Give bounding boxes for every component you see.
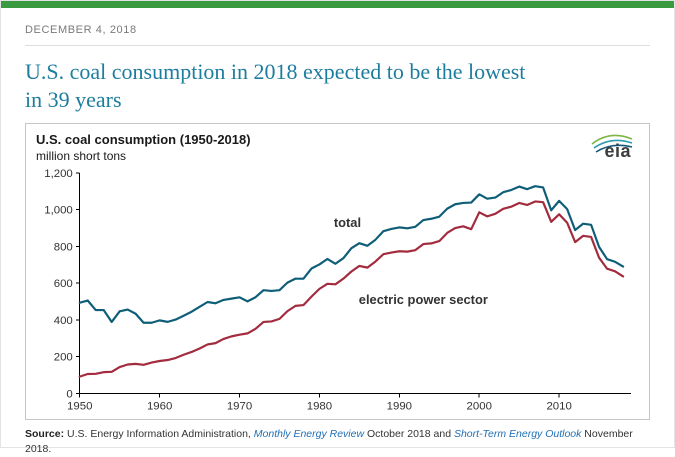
source-text-1: U.S. Energy Information Administration, — [64, 428, 254, 441]
chart-card: U.S. coal consumption (1950-2018) millio… — [25, 123, 650, 421]
total-line — [78, 185, 625, 324]
top-green-bar — [1, 1, 674, 8]
chart-header: U.S. coal consumption (1950-2018) millio… — [36, 132, 641, 163]
eia-logo-text: eia — [604, 141, 631, 161]
series-label-electric-power-sector: electric power sector — [359, 292, 488, 307]
divider — [25, 45, 650, 46]
y-axis-label: 200 — [54, 352, 73, 364]
article-title: U.S. coal consumption in 2018 expected t… — [25, 59, 526, 112]
article-content: DECEMBER 4, 2018 U.S. coal consumption i… — [1, 24, 674, 457]
y-axis-label: 400 — [54, 315, 73, 327]
eia-logo: eia — [562, 134, 633, 161]
short-term-energy-outlook-link[interactable]: Short-Term Energy Outlook — [453, 428, 582, 441]
coal-consumption-chart: 0 200 400 600 800 1,000 1,200 1950 1960 1970 1980 1… — [44, 168, 632, 412]
x-axis-label: 1950 — [67, 400, 92, 412]
source-note: Source: U.S. Energy Information Administ… — [25, 427, 650, 456]
x-axis-label: 1970 — [227, 400, 252, 412]
x-axis-label: 1980 — [307, 400, 332, 412]
y-axis-label: 0 — [66, 388, 72, 400]
chart-units-label: million short tons — [36, 149, 127, 163]
y-axis-label: 800 — [54, 241, 73, 253]
monthly-energy-review-link[interactable]: Monthly Energy Review — [253, 428, 365, 441]
y-axis-label: 1,000 — [44, 205, 73, 217]
electric-power-sector-line — [78, 200, 625, 378]
x-axis-label: 2000 — [467, 400, 492, 412]
y-axis-label: 1,200 — [44, 168, 73, 180]
y-axis-label: 600 — [54, 278, 73, 290]
article-date: DECEMBER 4, 2018 — [25, 24, 137, 36]
x-axis-label: 1990 — [387, 400, 412, 412]
chart-title: U.S. coal consumption (1950-2018) — [36, 132, 251, 147]
eia-logo-swoosh-icon — [591, 134, 633, 153]
x-axis-label: 2010 — [546, 400, 571, 412]
chart-title-block: U.S. coal consumption (1950-2018) millio… — [36, 132, 251, 163]
x-axis-label: 1960 — [147, 400, 172, 412]
source-label: Source: — [25, 428, 65, 441]
source-text-2: October 2018 and — [364, 428, 454, 441]
series-label-total: total — [334, 215, 361, 230]
